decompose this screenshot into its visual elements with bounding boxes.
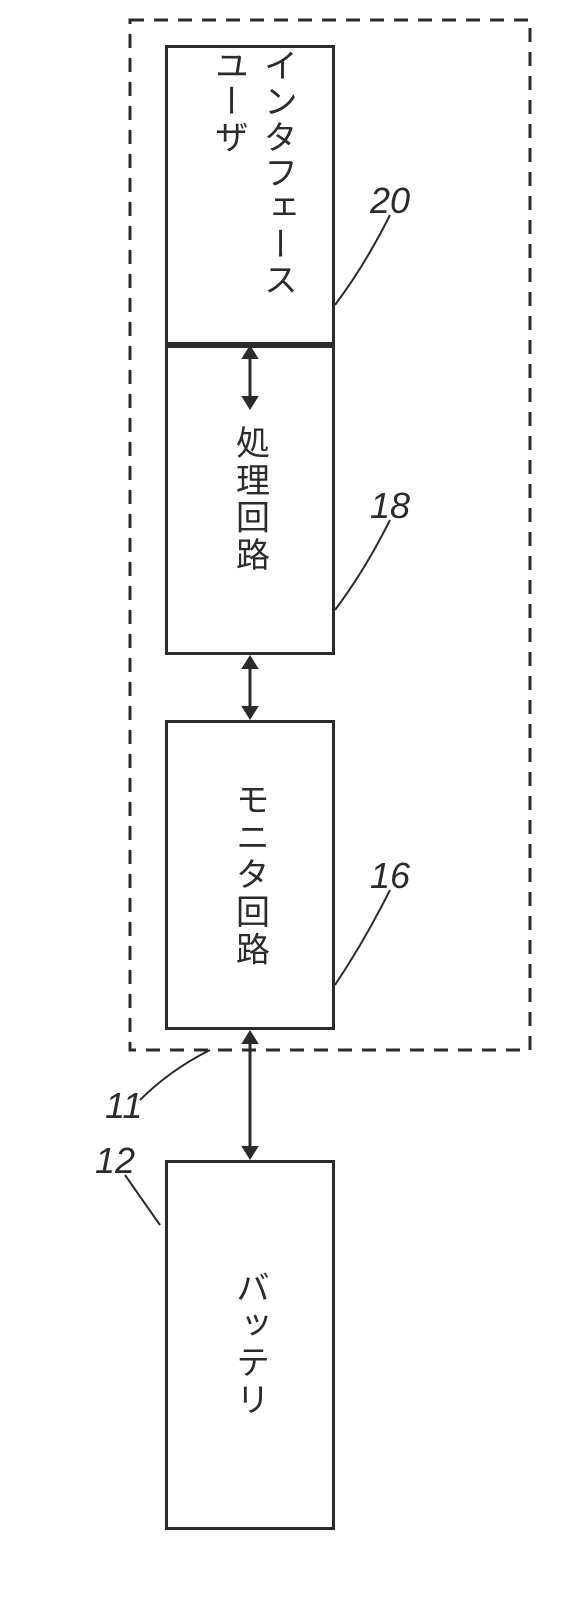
label-monitor: モニタ回路 (226, 782, 275, 969)
label-battery: バッテリ (226, 1270, 275, 1420)
ref-battery: 12 (95, 1140, 135, 1182)
block-ui: インタフェースユーザ (165, 45, 335, 345)
ref-processing: 18 (370, 485, 410, 527)
ref-group: 11 (105, 1085, 142, 1127)
block-processing: 処理回路 (165, 345, 335, 655)
label-ui: インタフェースユーザ (198, 48, 303, 342)
ref-monitor: 16 (370, 855, 410, 897)
block-battery: バッテリ (165, 1160, 335, 1530)
ref-ui: 20 (370, 180, 410, 222)
label-processing: 処理回路 (226, 425, 275, 575)
block-monitor: モニタ回路 (165, 720, 335, 1030)
